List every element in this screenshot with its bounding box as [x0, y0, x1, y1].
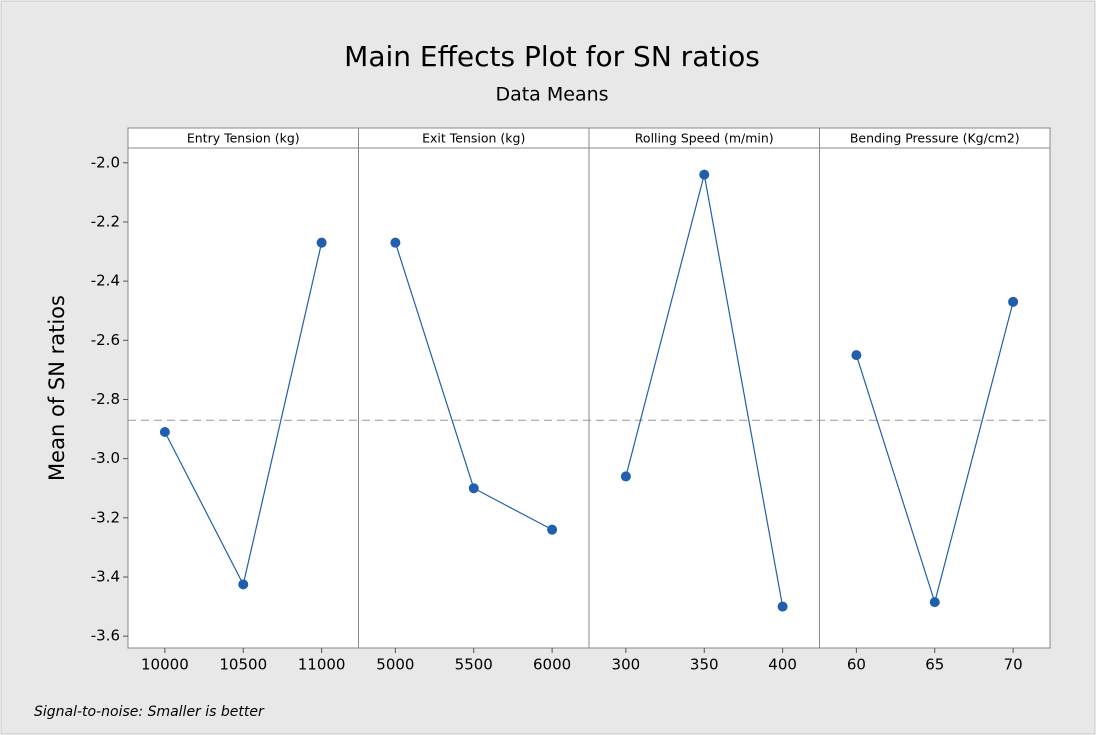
- point: [777, 601, 788, 612]
- panel-title: Bending Pressure (Kg/cm2): [850, 131, 1020, 146]
- y-tick-label: -2.2: [91, 212, 120, 230]
- panel-title: Entry Tension (kg): [187, 131, 300, 146]
- x-tick-label: 400: [768, 656, 797, 674]
- x-tick-label: 60: [847, 656, 866, 674]
- y-tick-label: -2.8: [91, 390, 120, 408]
- y-tick-label: -3.4: [91, 567, 120, 585]
- y-tick-label: -3.6: [91, 627, 120, 645]
- panel-title: Rolling Speed (m/min): [635, 131, 774, 146]
- x-tick-label: 11000: [298, 656, 346, 674]
- chart-subtitle: Data Means: [495, 84, 608, 106]
- x-tick-label: 10500: [219, 656, 267, 674]
- x-tick-label: 10000: [141, 656, 189, 674]
- point: [390, 237, 401, 248]
- x-tick-label: 6000: [533, 656, 571, 674]
- chart-title: Main Effects Plot for SN ratios: [344, 40, 760, 73]
- x-tick-label: 5500: [455, 656, 493, 674]
- point: [851, 350, 862, 361]
- y-tick-label: -2.0: [91, 153, 120, 171]
- panel-title: Exit Tension (kg): [422, 131, 525, 146]
- point: [547, 524, 558, 535]
- footnote: Signal-to-noise: Smaller is better: [34, 704, 265, 720]
- x-tick-label: 300: [612, 656, 641, 674]
- y-tick-label: -2.6: [91, 331, 120, 349]
- y-tick-label: -3.0: [91, 449, 120, 467]
- x-tick-label: 350: [690, 656, 719, 674]
- point: [620, 471, 631, 482]
- point: [929, 597, 940, 608]
- y-axis-label: Mean of SN ratios: [45, 295, 69, 481]
- point: [238, 579, 249, 590]
- x-tick-label: 5000: [376, 656, 414, 674]
- point: [468, 483, 479, 494]
- x-tick-label: 70: [1004, 656, 1023, 674]
- y-tick-label: -2.4: [91, 272, 120, 290]
- x-tick-label: 65: [925, 656, 944, 674]
- y-tick-label: -3.2: [91, 508, 120, 526]
- point: [159, 427, 170, 438]
- point: [699, 169, 710, 180]
- point: [1008, 296, 1019, 307]
- point: [316, 237, 327, 248]
